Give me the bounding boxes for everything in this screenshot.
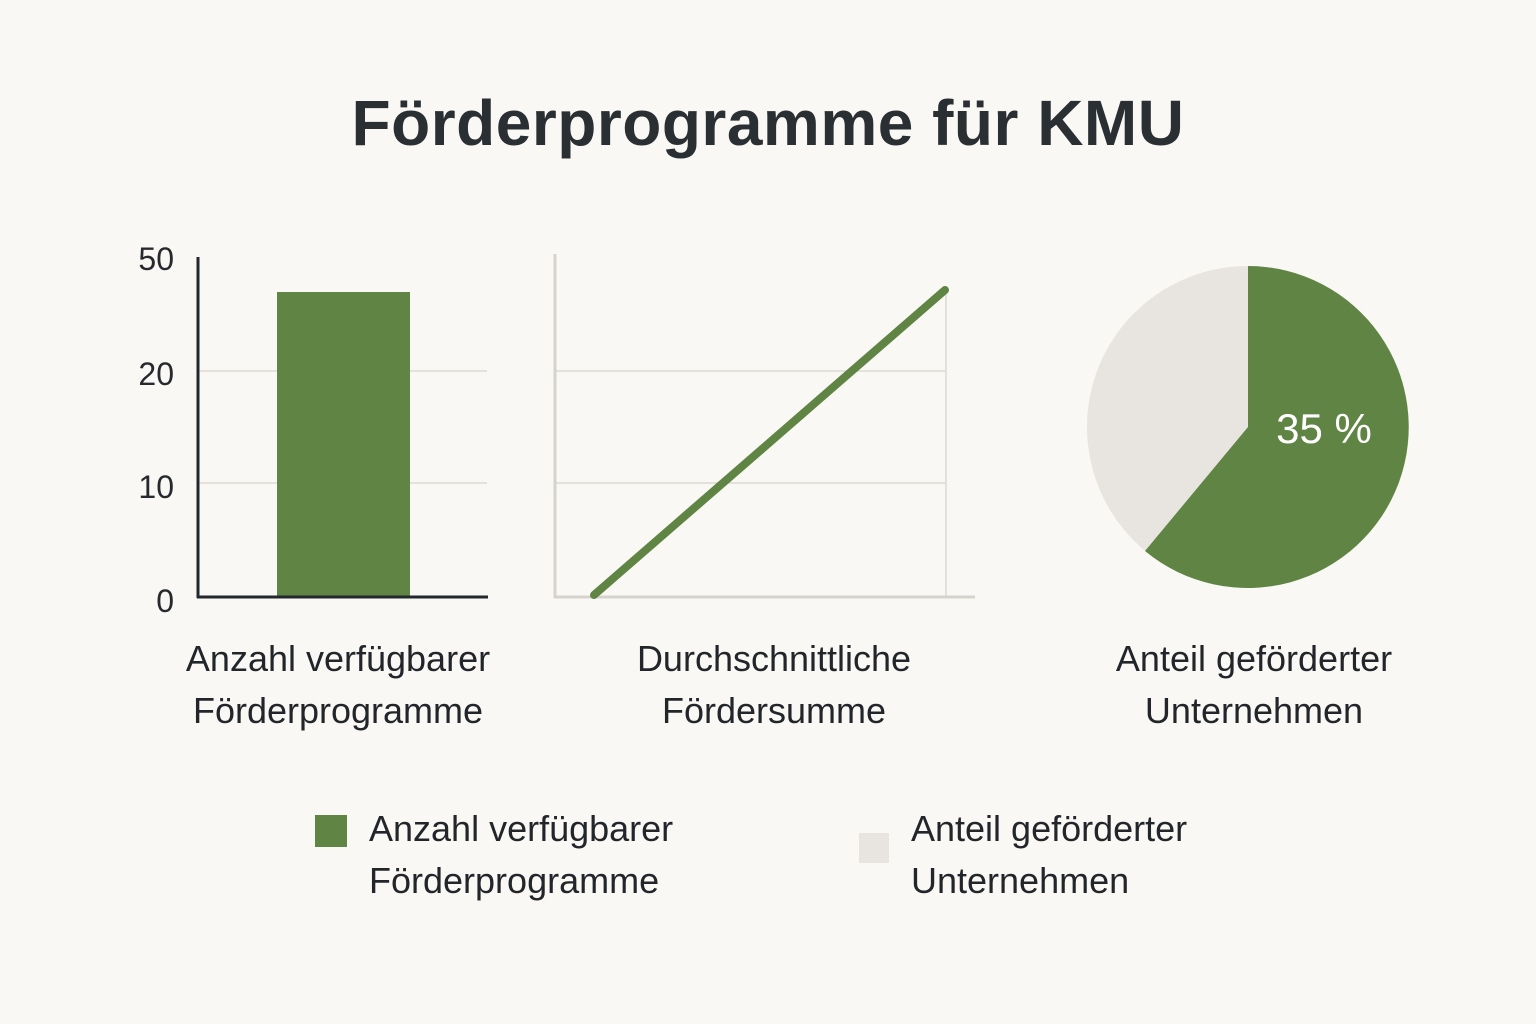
legend-item-anzahl[interactable]: Anzahl verfügbarer Förderprogramme [315, 803, 673, 907]
legend-swatch-green [315, 815, 347, 847]
pie-data-label: 35 % [1276, 405, 1372, 452]
pie-slice-gefoerdert[interactable] [1145, 266, 1409, 588]
legend-line-1: Anzahl verfügbarer [369, 808, 674, 849]
caption-bar-chart: Anzahl verfügbarer Förderprogramme [138, 633, 538, 737]
bar-anzahl-foerderprogramme[interactable] [277, 292, 410, 597]
pie-chart: 35 % [1087, 266, 1409, 588]
legend-label: Anteil geförderter Unternehmen [911, 803, 1187, 907]
legend-line-2: Unternehmen [911, 860, 1130, 901]
caption-line-1: Anzahl verfügbarer [185, 638, 491, 679]
legend-label: Anzahl verfügbarer Förderprogramme [369, 803, 673, 907]
caption-line-2: Fördersumme [661, 690, 887, 731]
legend-line-1: Anteil geförderter [911, 808, 1188, 849]
caption-line-1: Anteil geförderter [1115, 638, 1393, 679]
caption-line-2: Förderprogramme [192, 690, 484, 731]
legend-line-2: Förderprogramme [369, 860, 660, 901]
line-chart [553, 254, 975, 599]
bar-chart: 50 20 10 0 [138, 241, 488, 619]
caption-line-2: Unternehmen [1144, 690, 1364, 731]
y-tick-50: 50 [138, 241, 174, 277]
chart-title: Förderprogramme für KMU [351, 87, 1185, 159]
y-tick-20: 20 [138, 356, 174, 392]
legend-item-anteil[interactable]: Anteil geförderter Unternehmen [859, 803, 1187, 907]
caption-line-1: Durchschnittliche [636, 638, 912, 679]
y-tick-0: 0 [156, 583, 174, 619]
caption-pie-chart: Anteil geförderter Unternehmen [1054, 633, 1454, 737]
caption-line-chart: Durchschnittliche Fördersumme [574, 633, 974, 737]
legend-swatch-gray [859, 833, 889, 863]
series-line-foerdersumme[interactable] [590, 286, 949, 599]
y-tick-10: 10 [138, 469, 174, 505]
